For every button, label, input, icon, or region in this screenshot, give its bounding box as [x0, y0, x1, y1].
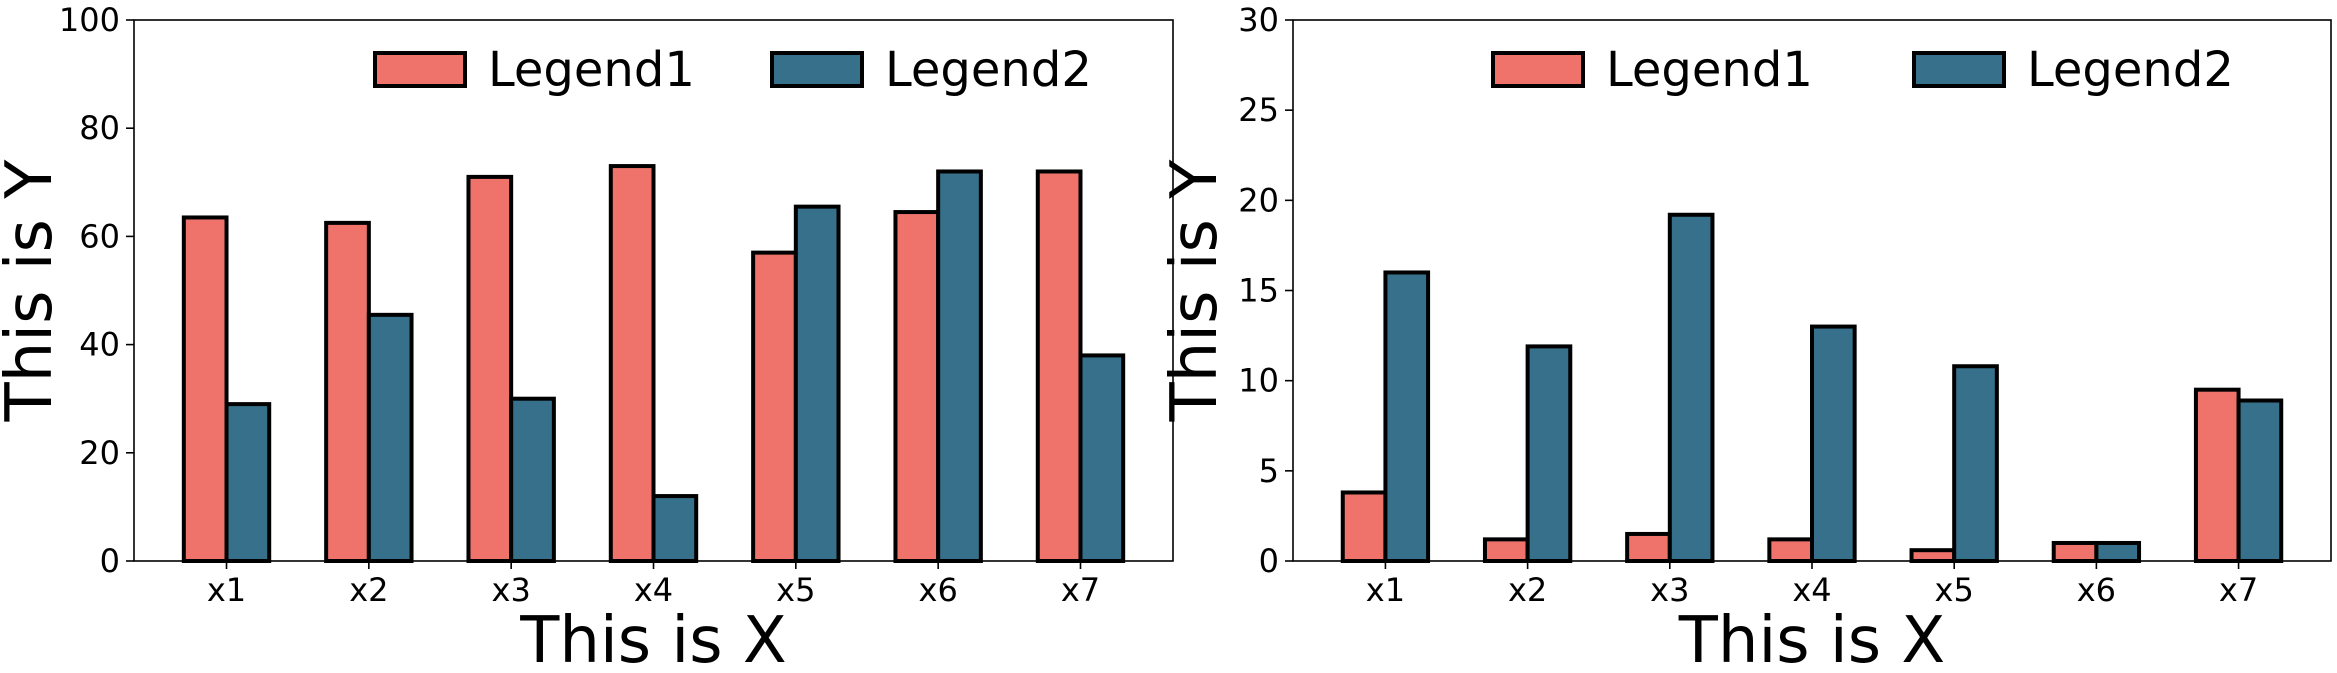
bar-legend2-x1	[1383, 270, 1431, 563]
x-tick-label: x6	[919, 571, 958, 609]
legend-swatch-legend1	[1491, 51, 1585, 88]
y-tick-label: 100	[59, 1, 120, 39]
bar-legend2-x4	[651, 494, 699, 563]
chart-2: 0 5 10 15 20 25 30 x1 x2 x3 x4 x5 x6 x7 This is X This …	[1158, 1, 2332, 673]
x-tick-label: x7	[2219, 571, 2258, 609]
legend-swatch-legend1	[373, 51, 467, 88]
bar-legend1-x2	[1482, 537, 1530, 563]
bar-legend1-x6	[2051, 540, 2099, 564]
x-tick-label: x1	[1366, 571, 1405, 609]
y-tick-label: 20	[1238, 181, 1279, 219]
bar-legend2-x7	[2236, 398, 2284, 563]
x-tick-label: x5	[1935, 571, 1974, 609]
legend-label-legend2: Legend2	[2027, 42, 2234, 98]
bar-legend1-x5	[751, 250, 798, 563]
bar-legend1-x1	[181, 215, 229, 563]
bar-legend2-x2	[1525, 344, 1573, 563]
x-tick-label: x6	[2077, 571, 2116, 609]
y-tick-label: 80	[79, 109, 120, 147]
legend-label-legend1: Legend1	[1606, 42, 1813, 98]
legend-label-legend2: Legend2	[885, 42, 1092, 98]
bar-legend1-x2	[324, 220, 371, 563]
bar-legend2-x4	[1810, 324, 1857, 564]
y-tick-label: 5	[1259, 452, 1279, 490]
x-tick-label: x4	[1792, 571, 1831, 609]
x-tick-label: x1	[207, 571, 246, 609]
x-tick-label: x3	[1650, 571, 1689, 609]
x-tick-label: x5	[776, 571, 815, 609]
x-tick-label: x2	[1508, 571, 1547, 609]
bar-legend1-x3	[466, 174, 514, 563]
legend-swatch-legend2	[770, 51, 864, 88]
x-axis-title: This is X	[519, 604, 786, 673]
bar-legend1-x7	[1035, 169, 1083, 563]
bar-legend1-x6	[893, 210, 941, 563]
legend-label-legend1: Legend1	[488, 42, 695, 98]
x-tick-label: x2	[349, 571, 388, 609]
bar-legend2-x6	[2094, 540, 2142, 564]
bar-legend1-x5	[1909, 548, 1957, 563]
y-tick-label: 0	[100, 542, 120, 580]
x-tick-label: x4	[634, 571, 673, 609]
bar-legend2-x6	[936, 169, 983, 563]
bar-legend1-x4	[608, 164, 656, 563]
bar-legend2-x5	[793, 204, 841, 564]
y-tick-label: 0	[1259, 542, 1279, 580]
y-tick-label: 40	[79, 326, 120, 364]
bar-legend2-x3	[1667, 212, 1715, 563]
y-tick-label: 30	[1238, 1, 1279, 39]
bar-legend1-x3	[1625, 531, 1672, 564]
y-axis-title: This is Y	[0, 159, 67, 423]
bar-legend2-x5	[1952, 364, 1999, 563]
legend: Legend1 Legend2	[1491, 42, 2234, 98]
y-tick-label: 25	[1238, 91, 1279, 129]
y-tick-label: 60	[79, 217, 120, 255]
legend: Legend1 Legend2	[373, 42, 1092, 98]
legend-swatch-legend2	[1912, 51, 2006, 88]
x-tick-label: x7	[1061, 571, 1100, 609]
x-tick-label: x3	[492, 571, 531, 609]
y-tick-label: 20	[79, 434, 120, 472]
bar-legend2-x1	[224, 402, 272, 563]
bar-legend2-x2	[366, 312, 414, 563]
y-axis-title: This is Y	[1158, 159, 1232, 423]
y-tick-label: 15	[1238, 272, 1279, 310]
bar-legend2-x7	[1078, 353, 1126, 564]
bar-legend2-x3	[509, 396, 556, 564]
chart-1: 0 20 40 60 80 100 x1 x2 x3 x4 x5 x6 x7 This is X This …	[0, 1, 1174, 673]
y-tick-label: 10	[1238, 362, 1279, 400]
bar-legend1-x4	[1767, 537, 1814, 563]
bar-legend1-x7	[2193, 387, 2241, 563]
x-axis-title: This is X	[1678, 604, 1945, 673]
bar-legend1-x1	[1340, 490, 1388, 563]
